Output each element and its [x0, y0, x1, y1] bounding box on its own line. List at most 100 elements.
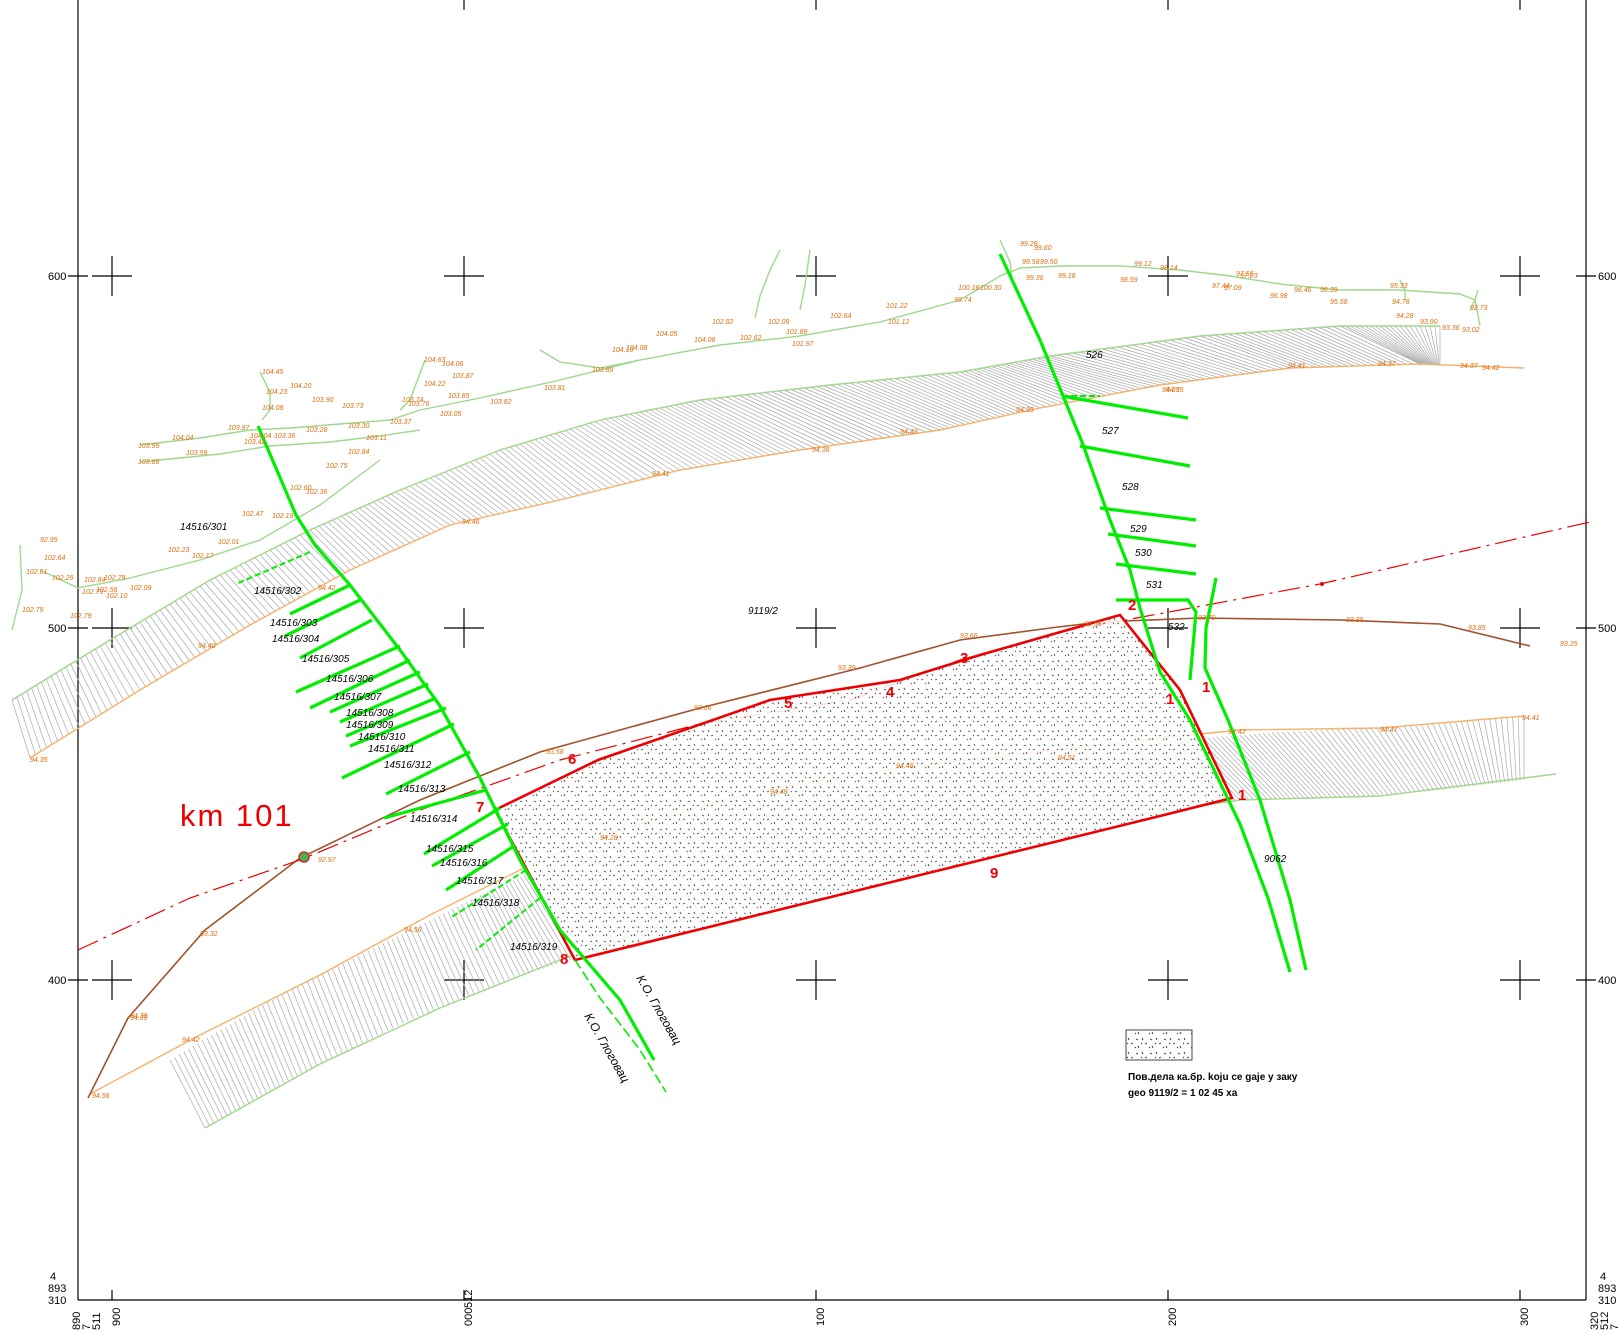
parcel-528: 528: [1122, 482, 1139, 493]
terrain-elevation: 103.05: [440, 411, 462, 418]
road-hatch-line: [342, 963, 374, 1039]
road-hatch-line: [429, 477, 484, 518]
road-hatch-line: [90, 651, 119, 704]
road-hatch-line: [179, 597, 218, 645]
road-hatch-line: [204, 582, 245, 629]
road-hatch-line: [1202, 737, 1264, 800]
road-hatch-line: [399, 489, 451, 526]
road-hatch-line: [154, 612, 190, 661]
road-hatch-line: [41, 681, 64, 738]
y-label-400-left: 400: [48, 975, 66, 987]
road-hatch-line: [881, 379, 981, 422]
y-label-500-right: 500: [1598, 623, 1616, 635]
road-hatch-line: [1500, 717, 1509, 782]
road-hatch-line: [1258, 733, 1319, 799]
road-hatch-line: [584, 424, 663, 475]
parcel-label: 14516/311: [368, 744, 415, 755]
road-hatch-line: [184, 594, 223, 642]
terrain-elevation: 98.59: [1120, 277, 1138, 284]
road-hatch-line: [1184, 337, 1278, 371]
road-hatch-line: [1206, 335, 1297, 369]
road-hatch-line: [1221, 736, 1282, 800]
road-hatch-line: [424, 922, 460, 1001]
road-hatch-line: [229, 569, 271, 615]
road-hatch-line: [888, 378, 986, 421]
road-hatch-line: [706, 398, 808, 450]
road-hatch-line: [284, 542, 326, 584]
road-hatch-line: [1495, 718, 1505, 783]
road-hatch-line: [539, 437, 609, 489]
road-hatch-line: [1213, 334, 1304, 368]
road-hatch-line: [1325, 326, 1408, 365]
road-edge-elevation: 94.42: [1482, 365, 1500, 372]
road-hatch-line: [982, 367, 1071, 403]
terrain-elevation: 103.86: [138, 459, 160, 466]
brown-line-elevation: 93.25: [1560, 641, 1578, 648]
corner-left-3: 310: [48, 1295, 66, 1307]
road-hatch-line: [271, 999, 303, 1074]
road-hatch-line: [192, 1046, 228, 1116]
road-edge-elevation: 94.39: [130, 1013, 148, 1020]
road-hatch-line: [524, 442, 591, 493]
road-hatch-line: [1132, 344, 1232, 376]
legend: Пов.дела кa.бр. koju ce gaje y заку geo …: [1125, 1029, 1298, 1099]
road-hatch-line: [1094, 349, 1200, 381]
road-hatch-line: [327, 971, 358, 1046]
terrain-elevation: 104.22: [424, 381, 446, 388]
road-hatch-line: [1292, 731, 1352, 798]
road-hatch-line: [1109, 347, 1213, 379]
road-hatch-line: [1154, 341, 1252, 374]
corner-right-1: 4: [1600, 1271, 1606, 1283]
road-hatch-line: [1386, 726, 1430, 792]
road-hatch-line: [194, 588, 234, 635]
road-hatch-line: [1290, 329, 1375, 366]
road-hatch-line: [99, 645, 130, 697]
road-hatch-line: [296, 986, 328, 1061]
road-hatch-line: [1426, 723, 1459, 789]
parcel-label: 14516/309: [346, 720, 394, 731]
road-hatch-line: [803, 387, 913, 435]
terrain-elevation: 93.90: [1420, 319, 1438, 326]
road-hatch-line: [345, 513, 391, 553]
road-hatch-line: [810, 386, 920, 434]
road-hatch-line: [498, 886, 544, 969]
terrain-elevation: 96.98: [1270, 293, 1288, 300]
road-hatch-line: [1269, 330, 1356, 367]
road-hatch-line: [514, 445, 579, 496]
terrain-elevation: 100.18: [958, 285, 980, 292]
road-hatch-line: [220, 1029, 254, 1101]
road-hatch-line: [1022, 360, 1125, 393]
terrain-elevation: 103.95: [138, 443, 160, 450]
road-hatch-line: [1409, 725, 1447, 790]
road-hatch-line: [55, 672, 80, 728]
road-hatch-line: [1162, 340, 1258, 373]
road-hatch-line: [243, 1015, 276, 1089]
road-hatch-line: [549, 434, 621, 486]
terrain-elevation: 102.17: [192, 553, 215, 560]
road-hatch-line: [1124, 345, 1226, 377]
road-hatch-line: [719, 397, 822, 448]
road-hatch-line: [276, 996, 308, 1071]
road-hatch-line: [279, 544, 321, 587]
parcel-label: 14516/306: [326, 674, 374, 685]
road-hatch-line: [26, 690, 47, 748]
road-hatch-line: [433, 917, 470, 997]
terrain-elevation: 103.11: [366, 435, 387, 442]
parcel-label: 14516/304: [272, 634, 320, 645]
terrain-elevation: 103.81: [544, 385, 566, 392]
terrain-elevation: 103.30: [348, 423, 370, 430]
road-hatch-line: [357, 955, 389, 1031]
road-hatch-line: [574, 427, 651, 478]
road-hatch-line: [174, 1057, 210, 1126]
parcel-label: 14516/305: [302, 654, 350, 665]
road-hatch-line: [487, 891, 530, 974]
x-corner-left-a: 511: [91, 1312, 103, 1330]
road-hatch-line: [829, 384, 941, 431]
road-hatch-line: [387, 941, 419, 1017]
road-hatch-line: [1404, 325, 1434, 365]
x-label-100: 100: [815, 1308, 827, 1326]
road-hatch-line: [512, 880, 562, 963]
road-hatch-line: [964, 370, 1047, 408]
road-hatch-line: [332, 519, 376, 560]
